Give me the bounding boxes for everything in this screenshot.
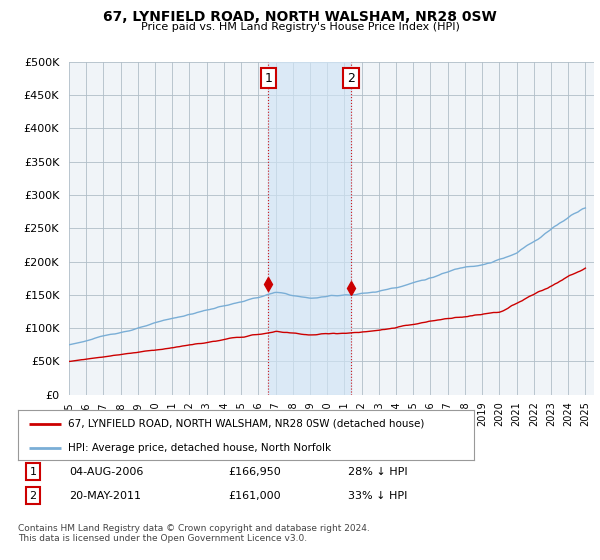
Text: 33% ↓ HPI: 33% ↓ HPI [348,491,407,501]
Text: 2: 2 [347,72,355,85]
Text: £161,000: £161,000 [228,491,281,501]
Text: 2: 2 [29,491,37,501]
Text: 28% ↓ HPI: 28% ↓ HPI [348,466,407,477]
Text: £166,950: £166,950 [228,466,281,477]
Text: 20-MAY-2011: 20-MAY-2011 [69,491,141,501]
Text: 1: 1 [29,466,37,477]
Text: Contains HM Land Registry data © Crown copyright and database right 2024.
This d: Contains HM Land Registry data © Crown c… [18,524,370,543]
Bar [268,62,351,395]
Text: HPI: Average price, detached house, North Norfolk: HPI: Average price, detached house, Nort… [68,443,331,452]
Text: 67, LYNFIELD ROAD, NORTH WALSHAM, NR28 0SW (detached house): 67, LYNFIELD ROAD, NORTH WALSHAM, NR28 0… [68,418,425,428]
Text: 67, LYNFIELD ROAD, NORTH WALSHAM, NR28 0SW: 67, LYNFIELD ROAD, NORTH WALSHAM, NR28 0… [103,10,497,24]
Text: 1: 1 [265,72,272,85]
Text: Price paid vs. HM Land Registry's House Price Index (HPI): Price paid vs. HM Land Registry's House … [140,22,460,32]
Text: 04-AUG-2006: 04-AUG-2006 [69,466,143,477]
